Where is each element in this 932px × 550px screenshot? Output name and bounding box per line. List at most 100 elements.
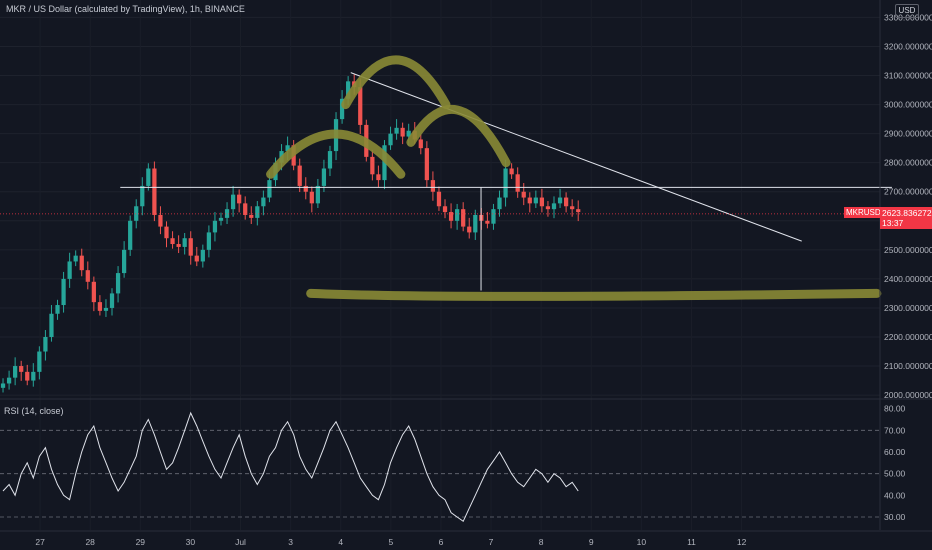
candle-body [449,212,453,221]
time-tick-label: 28 [85,537,95,547]
candle-body [249,215,253,218]
candle-body [7,378,11,384]
annotations [0,60,892,297]
candle-body [176,244,180,247]
candle-body [61,279,65,305]
candle-body [207,232,211,249]
price-tick-label: 2900.000000 [884,129,932,139]
rsi-tick-label: 80.00 [884,404,906,414]
candle-body [497,198,501,210]
time-tick-label: 12 [737,537,747,547]
candle-body [425,148,429,180]
candle-body [401,128,405,137]
candle-body [455,209,459,221]
candle-body [25,372,29,381]
candle-body [49,314,53,337]
candle-body [158,215,162,227]
time-tick-label: Jul [235,537,246,547]
candle-body [431,180,435,192]
price-tick-label: 2400.000000 [884,274,932,284]
candle-body [419,139,423,148]
price-tick-label: 2300.000000 [884,303,932,313]
rsi-tick-label: 40.00 [884,490,906,500]
candle-countdown: 13:37 [882,218,903,228]
candle-body [316,186,320,203]
rsi-tick-label: 70.00 [884,425,906,435]
candle-body [388,134,392,146]
candle-body [467,227,471,233]
candle-body [376,174,380,180]
rsi-tick-label: 50.00 [884,469,906,479]
target-zone-marker [311,293,877,296]
rsi-tick-label: 30.00 [884,512,906,522]
candle-body [564,198,568,207]
candle-body [110,293,114,308]
current-price: 2623.836272 [882,208,932,218]
price-tick-label: 3000.000000 [884,100,932,110]
price-tick-label: 2200.000000 [884,332,932,342]
time-tick-label: 4 [338,537,343,547]
candle-body [328,151,332,168]
candle-body [37,352,41,372]
rsi-tick-label: 60.00 [884,447,906,457]
price-tick-label: 2700.000000 [884,187,932,197]
candle-body [576,209,580,212]
currency-button[interactable]: USD [895,4,919,18]
time-tick-label: 3 [288,537,293,547]
candle-body [437,192,441,207]
candle-body [491,209,495,224]
rsi-panel [0,430,880,517]
candle-body [1,383,5,387]
candle-body [98,302,102,311]
price-grid [0,0,880,530]
candle-body [134,206,138,221]
candle-body [219,218,223,221]
candle-body [74,256,78,262]
price-tick-label: 2500.000000 [884,245,932,255]
candle-body [322,168,326,185]
candle-body [516,174,520,191]
candle-body [164,227,168,239]
time-tick-label: 9 [589,537,594,547]
candle-body [152,168,156,214]
candle-body [540,198,544,207]
candle-body [358,87,362,125]
time-tick-label: 27 [35,537,45,547]
candle-body [394,128,398,134]
chart-title: MKR / US Dollar (calculated by TradingVi… [6,4,245,14]
candle-body [509,168,513,174]
candle-body [213,221,217,233]
candle-body [546,206,550,209]
price-tick-label: 2800.000000 [884,158,932,168]
candle-body [370,157,374,174]
candle-body [473,215,477,232]
candle-body [231,195,235,210]
candle-body [128,221,132,250]
candle-body [140,186,144,206]
candle-body [195,256,199,262]
candle-body [552,203,556,209]
time-tick-label: 8 [539,537,544,547]
candle-body [558,198,562,204]
price-tick-label: 2100.000000 [884,361,932,371]
candle-body [146,168,150,185]
symbol-tag: MKRUSD [844,207,883,218]
candle-body [122,250,126,273]
time-tick-label: 29 [136,537,146,547]
candle-body [485,221,489,224]
candle-body [183,238,187,247]
price-tick-label: 3100.000000 [884,71,932,81]
candle-body [461,209,465,226]
time-tick-label: 10 [637,537,647,547]
candle-body [267,180,271,197]
current-price-tag: 2623.836272 13:37 [880,207,932,229]
candle-body [237,195,241,204]
candle-body [170,238,174,244]
candle-body [31,372,35,381]
time-tick-label: 30 [186,537,196,547]
rsi-label: RSI (14, close) [4,406,64,416]
candle-body [19,366,23,372]
candle-body [104,308,108,311]
